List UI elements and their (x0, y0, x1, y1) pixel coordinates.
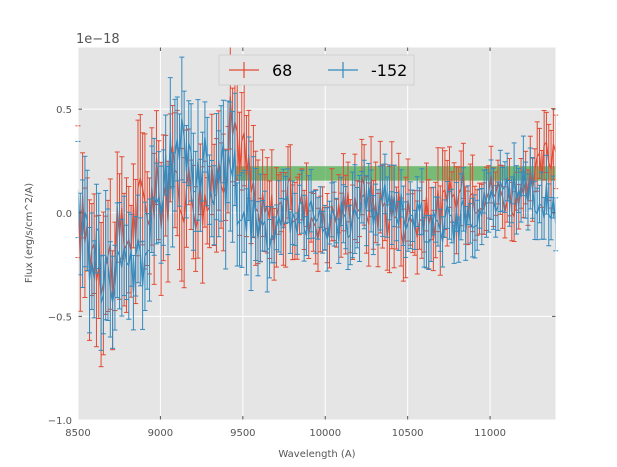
plot-frame (77, 46, 557, 421)
y-tick-label: 0.5 (56, 105, 72, 116)
y-axis-label: Flux (erg/s/cm^2/A) (24, 183, 35, 283)
series-line (77, 118, 557, 304)
x-tick-label: 10000 (309, 428, 341, 439)
y-offset-label: 1e−18 (76, 32, 120, 47)
legend-entry-68: 68 (229, 61, 292, 80)
y-tick-label: −0.5 (48, 312, 72, 323)
legend-entry-152: -152 (328, 61, 407, 80)
legend-label-152: -152 (371, 61, 407, 80)
y-tick-label: 0.0 (56, 209, 72, 220)
x-tick-label: 8500 (65, 428, 90, 439)
x-tick-label: 9500 (230, 428, 255, 439)
series-neg152 (75, 56, 559, 351)
series-layer (75, 46, 559, 368)
series-line (77, 96, 557, 301)
band-layer (234, 166, 556, 181)
x-tick-label: 10500 (392, 428, 424, 439)
x-axis-label: Wavelength (A) (278, 449, 355, 460)
legend: 68 -152 (218, 54, 415, 86)
highlight-band (234, 166, 556, 181)
x-tick-label: 11000 (474, 428, 506, 439)
x-tick-label: 9000 (148, 428, 173, 439)
y-tick-label: −1.0 (48, 416, 72, 427)
legend-label-68: 68 (272, 61, 292, 80)
